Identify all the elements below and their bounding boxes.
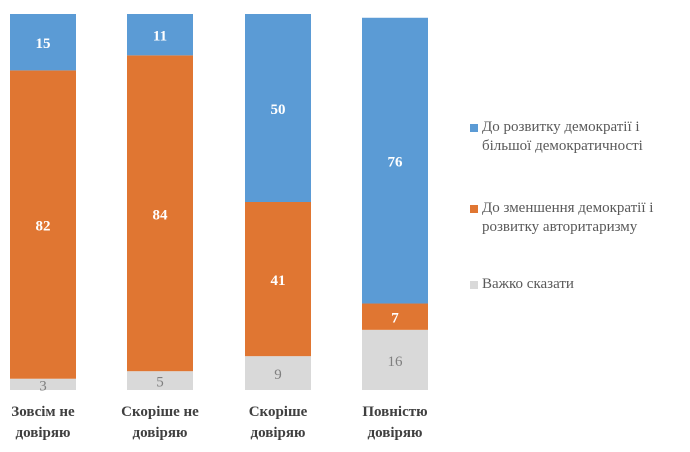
legend-label: розвитку авторитаризму	[482, 219, 638, 235]
legend-label: Важко сказати	[482, 276, 574, 292]
data-label: 82	[36, 219, 51, 235]
category-label: Скоріше не	[121, 404, 199, 420]
bar-segment	[127, 55, 193, 372]
bar-segment	[245, 356, 311, 390]
data-label: 76	[388, 155, 404, 171]
bar-segment	[362, 329, 428, 390]
legend-swatch-gray	[470, 281, 478, 289]
legend-label: До розвитку демократії і	[482, 119, 640, 135]
bar-segment	[10, 70, 76, 379]
data-label: 15	[36, 36, 51, 52]
legend-label: більшої демократичності	[482, 138, 643, 154]
data-label: 41	[271, 273, 286, 289]
data-label: 50	[271, 102, 286, 118]
legend-item-authoritarianism: До зменшення демократії і розвитку автор…	[470, 199, 653, 237]
legend-swatch-orange	[470, 205, 478, 213]
bar-segment	[362, 303, 428, 330]
data-label: 16	[388, 354, 404, 370]
bar-segment	[10, 14, 76, 71]
category-label: довіряю	[251, 425, 306, 441]
bar-segment	[245, 202, 311, 357]
category-label: довіряю	[368, 425, 423, 441]
bar-segment	[10, 378, 76, 390]
legend-item-democracy: До розвитку демократії і більшої демокра…	[470, 118, 690, 156]
legend-item-hard-to-say: Важко сказати	[470, 275, 574, 294]
data-label: 7	[391, 311, 399, 327]
data-label: 11	[153, 29, 167, 45]
category-label: Повністю	[362, 404, 427, 420]
bar-segment	[127, 14, 193, 56]
data-label: 5	[156, 375, 164, 391]
category-label: довіряю	[133, 425, 188, 441]
legend: До розвитку демократії і більшої демокра…	[470, 118, 690, 292]
legend-swatch-blue	[470, 124, 478, 132]
category-label: Зовсім не	[11, 404, 75, 420]
bar-segment	[245, 14, 311, 202]
data-label: 3	[39, 378, 47, 394]
category-label: Скоріше	[249, 404, 308, 420]
category-label: довіряю	[16, 425, 71, 441]
data-label: 9	[274, 367, 282, 383]
data-label: 84	[153, 207, 169, 223]
bar-segment	[127, 371, 193, 390]
bar-segment	[362, 17, 428, 304]
legend-label: До зменшення демократії і	[482, 200, 654, 216]
